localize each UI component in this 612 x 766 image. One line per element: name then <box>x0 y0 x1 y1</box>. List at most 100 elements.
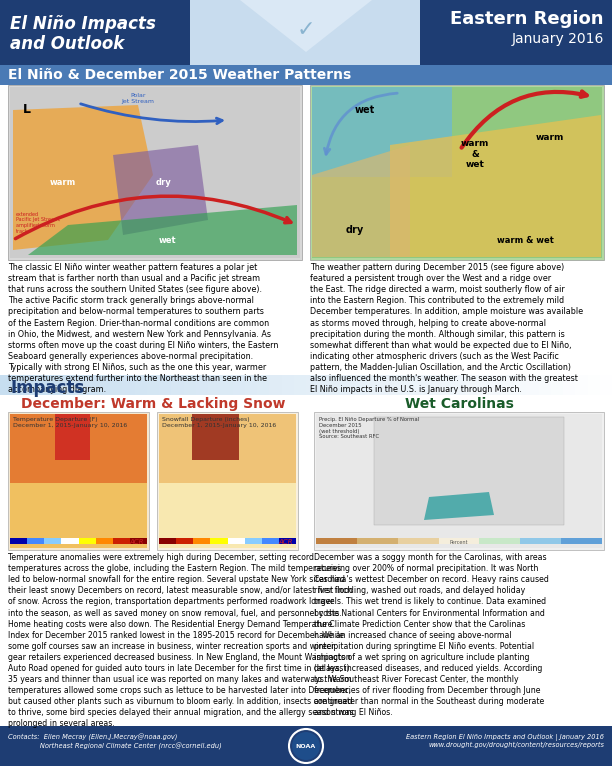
Bar <box>441 375 454 395</box>
Bar <box>208 375 222 395</box>
Bar <box>575 375 589 395</box>
Bar <box>220 375 234 395</box>
Bar <box>184 375 197 395</box>
Text: Polar
Jet Stream: Polar Jet Stream <box>122 93 154 104</box>
Bar <box>233 375 246 395</box>
Bar <box>110 375 124 395</box>
Text: El Niño & December 2015 Weather Patterns: El Niño & December 2015 Weather Patterns <box>8 68 351 82</box>
Bar <box>398 538 439 544</box>
Bar <box>86 375 99 395</box>
Text: Wet Carolinas: Wet Carolinas <box>405 397 513 411</box>
Bar <box>55 414 90 460</box>
Bar <box>490 375 503 395</box>
Bar <box>392 375 405 395</box>
Text: Percent: Percent <box>450 540 468 545</box>
Bar <box>343 375 356 395</box>
Bar <box>310 85 604 260</box>
Bar <box>520 538 561 544</box>
Text: dry: dry <box>155 178 171 187</box>
Bar <box>192 414 239 460</box>
Bar <box>330 375 344 395</box>
Bar <box>314 412 604 550</box>
Text: warm & wet: warm & wet <box>496 236 553 245</box>
Polygon shape <box>113 145 208 235</box>
Bar <box>282 375 295 395</box>
Text: dry: dry <box>346 225 364 235</box>
Text: NOAA: NOAA <box>296 744 316 748</box>
Bar <box>157 412 298 550</box>
Circle shape <box>292 732 320 760</box>
Bar <box>404 375 417 395</box>
Bar <box>312 87 452 177</box>
Text: December was a soggy month for the Carolinas, with areas
receiving over 200% of : December was a soggy month for the Carol… <box>314 553 549 718</box>
Bar <box>8 412 149 550</box>
Bar <box>420 0 612 65</box>
Bar <box>228 538 245 544</box>
Text: ACR: ACR <box>130 539 144 545</box>
Polygon shape <box>390 115 601 257</box>
Bar <box>428 375 442 395</box>
Text: Precip. El Niño Departure % of Normal
December 2015
(wet threshold)
Source: Sout: Precip. El Niño Departure % of Normal De… <box>319 417 419 440</box>
Bar <box>257 375 271 395</box>
Bar <box>514 375 528 395</box>
Bar <box>600 375 612 395</box>
Bar <box>526 375 540 395</box>
Bar <box>159 538 176 544</box>
Text: Contacts:  Ellen Mecray (Ellen.J.Mecray@noaa.gov)
               Northeast Regio: Contacts: Ellen Mecray (Ellen.J.Mecray@n… <box>8 734 222 750</box>
Bar <box>439 538 479 544</box>
Bar <box>561 538 602 544</box>
Bar <box>10 414 147 548</box>
Text: warm
&
wet: warm & wet <box>461 139 489 169</box>
Bar <box>355 375 368 395</box>
Bar <box>0 65 612 85</box>
Bar <box>8 85 302 260</box>
Bar <box>49 375 62 395</box>
Bar <box>477 375 491 395</box>
Bar <box>171 375 185 395</box>
Bar <box>416 375 430 395</box>
Bar <box>294 375 307 395</box>
Text: Temperature Departure (F)
December 1, 2015-January 10, 2016: Temperature Departure (F) December 1, 20… <box>13 417 127 427</box>
Bar <box>10 87 300 258</box>
Bar <box>539 375 552 395</box>
Bar <box>588 375 601 395</box>
Bar <box>78 538 95 544</box>
Text: Eastern Region: Eastern Region <box>450 10 604 28</box>
Bar <box>12 375 26 395</box>
Text: Impacts: Impacts <box>10 379 84 397</box>
Bar <box>159 414 296 483</box>
Bar <box>130 538 147 544</box>
Circle shape <box>289 729 323 763</box>
Bar <box>61 538 78 544</box>
Bar <box>159 414 296 548</box>
Bar <box>502 375 515 395</box>
Bar <box>379 375 393 395</box>
Text: El Niño Impacts: El Niño Impacts <box>10 15 156 33</box>
Polygon shape <box>424 492 494 520</box>
Bar <box>211 538 228 544</box>
Text: Eastern Region El Niño Impacts and Outlook | January 2016
www.drought.gov/drough: Eastern Region El Niño Impacts and Outlo… <box>406 734 604 748</box>
Bar <box>0 726 612 766</box>
Polygon shape <box>240 0 372 52</box>
Bar <box>551 375 564 395</box>
Polygon shape <box>13 105 153 250</box>
Text: wet: wet <box>159 236 177 245</box>
Text: L: L <box>23 103 31 116</box>
Bar <box>262 538 279 544</box>
Text: warm: warm <box>50 178 76 187</box>
Bar <box>0 0 612 65</box>
Bar <box>0 0 190 65</box>
Bar <box>122 375 136 395</box>
Text: extended
Pacific Jet Stream,
amplified storm
track: extended Pacific Jet Stream, amplified s… <box>16 211 61 234</box>
Bar <box>176 538 193 544</box>
Bar <box>10 414 147 483</box>
Text: January 2016: January 2016 <box>512 32 604 46</box>
Bar <box>563 375 577 395</box>
Bar <box>465 375 479 395</box>
Bar <box>159 375 173 395</box>
Bar <box>113 538 130 544</box>
Bar <box>312 87 602 258</box>
Text: and Outlook: and Outlook <box>10 35 124 53</box>
Bar <box>61 375 75 395</box>
Bar <box>196 375 209 395</box>
